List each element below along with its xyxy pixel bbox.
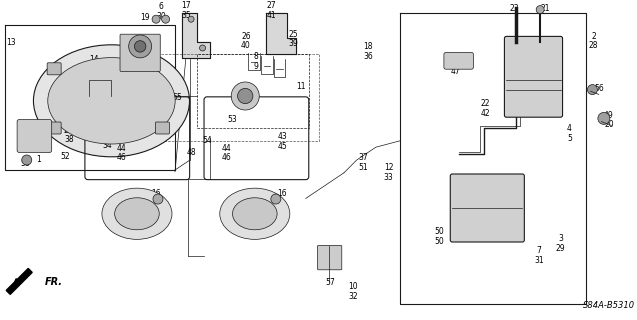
Text: 49
20: 49 20 xyxy=(604,111,614,129)
Circle shape xyxy=(129,35,152,58)
Text: 4
5: 4 5 xyxy=(567,124,572,143)
Text: 15
34: 15 34 xyxy=(102,132,112,150)
Circle shape xyxy=(22,155,32,165)
Text: 44
46: 44 46 xyxy=(222,144,232,162)
Text: 21: 21 xyxy=(541,4,550,13)
Text: 47: 47 xyxy=(450,67,461,76)
Text: 25
39: 25 39 xyxy=(288,30,298,48)
FancyBboxPatch shape xyxy=(317,245,342,270)
Text: 50
50: 50 50 xyxy=(434,228,445,246)
Text: 57: 57 xyxy=(325,278,335,287)
Text: 3
29: 3 29 xyxy=(555,235,566,253)
Text: 1: 1 xyxy=(36,155,41,164)
Text: 13: 13 xyxy=(6,38,16,47)
Text: 22
42: 22 42 xyxy=(480,100,490,118)
FancyBboxPatch shape xyxy=(47,63,61,75)
Ellipse shape xyxy=(233,198,277,230)
Text: 48: 48 xyxy=(186,148,196,157)
Text: 23: 23 xyxy=(510,4,520,13)
Text: 10
32: 10 32 xyxy=(348,282,358,300)
Text: 8
9: 8 9 xyxy=(254,52,259,71)
Text: FR.: FR. xyxy=(45,277,62,287)
FancyBboxPatch shape xyxy=(120,34,161,71)
Text: 17
35: 17 35 xyxy=(181,1,191,20)
Text: 7
31: 7 31 xyxy=(534,246,544,265)
Circle shape xyxy=(188,16,194,22)
Ellipse shape xyxy=(48,58,175,144)
Text: 56: 56 xyxy=(594,84,604,93)
Text: 24
38: 24 38 xyxy=(64,126,74,144)
Ellipse shape xyxy=(220,188,290,239)
Circle shape xyxy=(238,88,253,104)
Ellipse shape xyxy=(115,198,159,230)
FancyBboxPatch shape xyxy=(17,120,52,152)
Polygon shape xyxy=(6,268,32,294)
Ellipse shape xyxy=(102,188,172,239)
Circle shape xyxy=(587,84,598,95)
FancyBboxPatch shape xyxy=(47,122,61,134)
Circle shape xyxy=(162,15,169,23)
Text: 54: 54 xyxy=(202,136,212,145)
Polygon shape xyxy=(182,13,210,58)
Ellipse shape xyxy=(33,45,190,157)
Circle shape xyxy=(134,41,146,52)
Polygon shape xyxy=(266,13,296,54)
Text: 55: 55 xyxy=(173,93,183,102)
Text: 44
46: 44 46 xyxy=(116,144,126,162)
Circle shape xyxy=(536,6,544,13)
Circle shape xyxy=(152,15,160,23)
Text: 27
41: 27 41 xyxy=(266,1,276,20)
Text: S84A-B5310: S84A-B5310 xyxy=(583,301,635,310)
Text: 11: 11 xyxy=(296,82,305,91)
Circle shape xyxy=(598,112,610,124)
Text: 19: 19 xyxy=(140,13,150,22)
Text: 18
36: 18 36 xyxy=(363,43,373,61)
Text: 6
30: 6 30 xyxy=(156,2,166,20)
Text: 37
51: 37 51 xyxy=(358,153,368,172)
Text: 16: 16 xyxy=(151,189,161,198)
Text: 16: 16 xyxy=(276,189,287,198)
Circle shape xyxy=(153,194,163,204)
FancyBboxPatch shape xyxy=(155,122,169,134)
Text: 12
33: 12 33 xyxy=(383,163,394,181)
Text: 58: 58 xyxy=(20,159,31,168)
FancyBboxPatch shape xyxy=(505,36,562,117)
Text: 26
40: 26 40 xyxy=(241,32,251,50)
Text: 2
28: 2 28 xyxy=(589,32,598,50)
FancyBboxPatch shape xyxy=(450,174,524,242)
Text: 43
45: 43 45 xyxy=(278,132,288,151)
FancyBboxPatch shape xyxy=(444,52,473,69)
Circle shape xyxy=(271,194,281,204)
Text: 53: 53 xyxy=(227,115,238,124)
Circle shape xyxy=(231,82,259,110)
Circle shape xyxy=(199,45,206,51)
Text: 14: 14 xyxy=(89,55,99,64)
Text: 52: 52 xyxy=(60,152,70,161)
